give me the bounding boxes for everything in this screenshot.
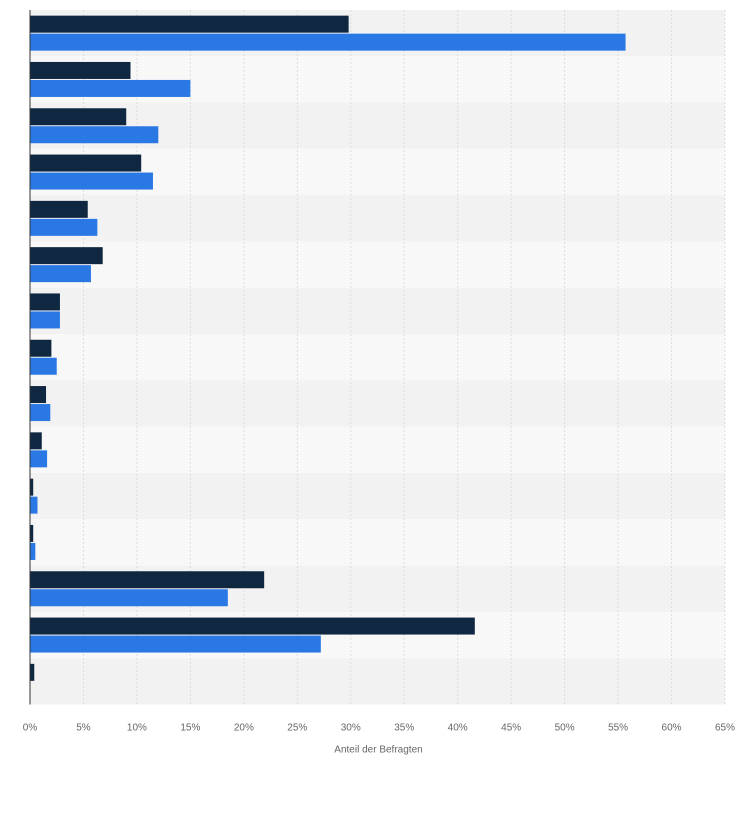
- bar: [30, 79, 191, 97]
- row-bands: [30, 10, 725, 705]
- row-band: [30, 287, 725, 335]
- x-tick-label: 25%: [287, 723, 307, 734]
- bar: [30, 33, 626, 51]
- bar: [30, 154, 142, 172]
- bar: [30, 108, 127, 126]
- x-tick-label: 20%: [234, 723, 254, 734]
- bar: [30, 386, 47, 404]
- x-axis-ticks: 0% 5% 10% 15% 20% 25% 30% 35% 40% 45% 50% 55% 60% 65%: [23, 723, 735, 734]
- bar: [30, 663, 35, 681]
- bar: [30, 218, 98, 236]
- x-tick-label: 10%: [127, 723, 147, 734]
- bar: [30, 450, 48, 468]
- bar: [30, 524, 34, 542]
- bar: [30, 126, 159, 144]
- x-tick-label: 60%: [662, 723, 682, 734]
- bar: [30, 571, 265, 589]
- x-tick-label: 5%: [76, 723, 91, 734]
- bar: [30, 311, 60, 329]
- bar: [30, 478, 34, 496]
- row-band: [30, 426, 725, 473]
- x-tick-label: 40%: [448, 723, 468, 734]
- x-axis-title: Anteil der Befragten: [334, 745, 422, 756]
- bar: [30, 635, 321, 653]
- bars: [30, 15, 626, 681]
- row-band: [30, 473, 725, 520]
- row-band: [30, 195, 725, 242]
- x-tick-label: 45%: [501, 723, 521, 734]
- bar: [30, 265, 91, 283]
- row-band: [30, 380, 725, 427]
- bar: [30, 404, 51, 422]
- bar: [30, 293, 60, 311]
- bar: [30, 589, 228, 607]
- row-band: [30, 519, 725, 566]
- x-tick-label: 50%: [555, 723, 575, 734]
- bar: [30, 15, 349, 33]
- bar: [30, 200, 88, 218]
- bar: [30, 357, 57, 375]
- bar: [30, 172, 153, 190]
- x-tick-label: 55%: [608, 723, 628, 734]
- bar: [30, 339, 52, 357]
- row-band: [30, 658, 725, 705]
- row-band: [30, 334, 725, 381]
- x-tick-label: 65%: [715, 723, 735, 734]
- bar: [30, 432, 42, 450]
- x-tick-label: 15%: [180, 723, 200, 734]
- bar: [30, 61, 131, 79]
- bar: [30, 247, 103, 265]
- row-band: [30, 241, 725, 288]
- bar: [30, 542, 36, 560]
- bar: [30, 617, 475, 635]
- x-tick-label: 30%: [341, 723, 361, 734]
- x-tick-label: 0%: [23, 723, 38, 734]
- bar: [30, 496, 38, 514]
- x-tick-label: 35%: [394, 723, 414, 734]
